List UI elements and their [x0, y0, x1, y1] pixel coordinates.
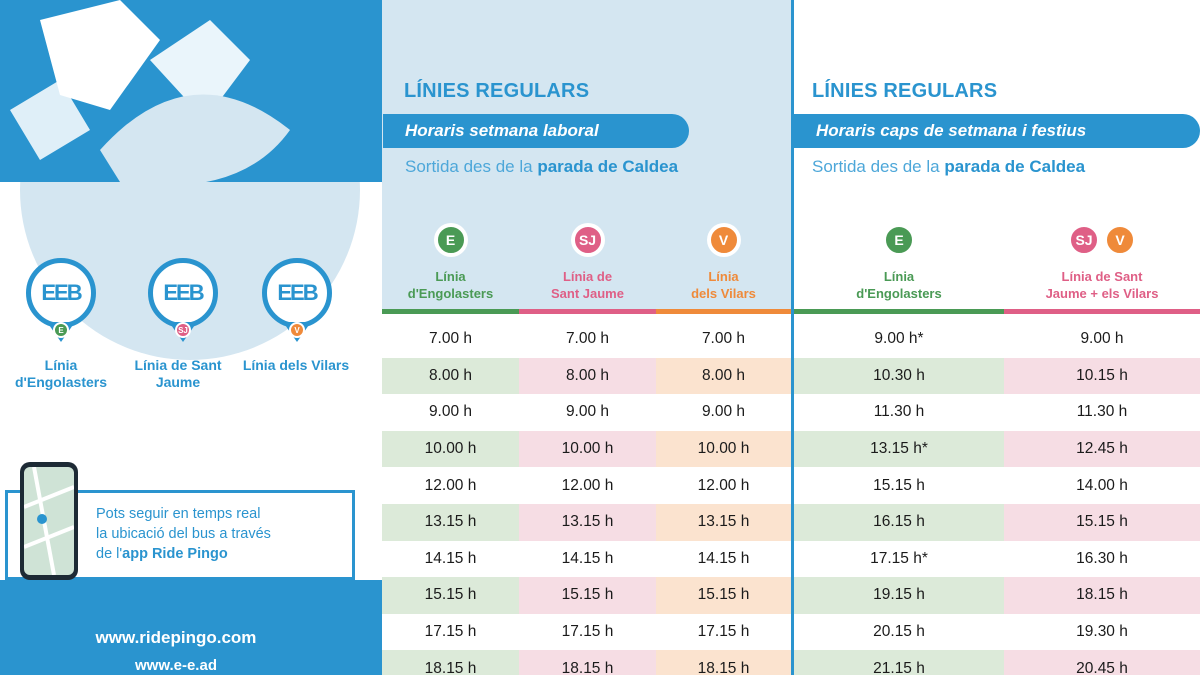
bus-logo-icon: EEB: [26, 258, 96, 328]
column-name: Línia de Sant Jaume: [551, 269, 624, 301]
column-name: Línia dels Vilars: [691, 269, 756, 301]
time-cell: 21.15 h: [794, 650, 1004, 675]
time-cell: 9.00 h: [656, 394, 791, 431]
time-cell: 15.15 h: [656, 577, 791, 614]
time-cell: 18.15 h: [382, 650, 519, 675]
pin-sant-jaume: EEB SJ: [148, 258, 218, 342]
pin-vilars: EEB V: [262, 258, 332, 342]
time-cell: 15.15 h: [794, 467, 1004, 504]
footer-band: [0, 580, 382, 675]
time-cell: 7.00 h: [656, 321, 791, 358]
time-cell: 13.15 h: [656, 504, 791, 541]
time-cell: 7.00 h: [519, 321, 656, 358]
time-cell: 12.00 h: [656, 467, 791, 504]
time-cell: 19.15 h: [794, 577, 1004, 614]
line-badge-sj: SJ: [572, 225, 603, 255]
column-underline: [794, 309, 1004, 314]
time-cell: 17.15 h*: [794, 540, 1004, 578]
line-e-dot: E: [53, 322, 69, 338]
time-cell: 15.15 h: [382, 577, 519, 614]
bus-logo-icon: EEB: [148, 258, 218, 328]
time-cell: 16.15 h: [794, 504, 1004, 541]
line-sj-dot: SJ: [175, 322, 191, 338]
line-label-sant-jaume: Línia de Sant Jaume: [134, 357, 222, 390]
bus-logo-icon: EEB: [262, 258, 332, 328]
weekday-heading: LÍNIES REGULARS: [404, 80, 590, 102]
time-cell: 9.00 h: [382, 394, 519, 431]
time-cell: 20.15 h: [794, 613, 1004, 651]
time-cell: 8.00 h: [519, 357, 656, 395]
line-v-dot: V: [289, 322, 305, 338]
time-cell: 18.15 h: [656, 650, 791, 675]
weekday-departure-note: Sortida des de la parada de Caldea: [405, 157, 679, 176]
time-cell: 10.15 h: [1004, 357, 1200, 395]
time-cell: 13.15 h: [519, 504, 656, 541]
time-cell: 12.00 h: [519, 467, 656, 504]
time-cell: 9.00 h*: [794, 321, 1004, 358]
time-cell: 10.00 h: [656, 430, 791, 468]
time-cell: 9.00 h: [1004, 321, 1200, 358]
time-cell: 10.00 h: [382, 430, 519, 468]
time-cell: 10.00 h: [519, 430, 656, 468]
column-underline: [519, 309, 656, 314]
time-cell: 17.15 h: [382, 613, 519, 651]
time-cell: 11.30 h: [1004, 394, 1200, 431]
time-cell: 13.15 h*: [794, 430, 1004, 468]
time-cell: 15.15 h: [519, 577, 656, 614]
weekday-banner: Horaris setmana laboral: [383, 114, 689, 148]
column-name: Línia d'Engolasters: [856, 269, 942, 301]
time-cell: 10.30 h: [794, 357, 1004, 395]
line-badge-sj: SJ: [1069, 225, 1099, 255]
time-cell: 17.15 h: [656, 613, 791, 651]
weekend-heading: LÍNIES REGULARS: [812, 80, 998, 102]
phone-icon: [20, 462, 78, 580]
column-underline: [656, 309, 791, 314]
time-cell: 14.15 h: [519, 540, 656, 578]
weekend-departure-note: Sortida des de la parada de Caldea: [812, 157, 1086, 176]
line-badge-e: E: [884, 225, 914, 255]
time-cell: 7.00 h: [382, 321, 519, 358]
time-cell: 14.15 h: [656, 540, 791, 578]
line-label-engolasters: Línia d'Engolasters: [14, 357, 108, 390]
weekend-banner: Horaris caps de setmana i festius: [794, 114, 1200, 148]
time-cell: 15.15 h: [1004, 504, 1200, 541]
time-cell: 11.30 h: [794, 394, 1004, 431]
website-link[interactable]: www.ridepingo.com: [95, 628, 257, 647]
pin-engolasters: EEB E: [26, 258, 96, 342]
line-badge-v: V: [1105, 225, 1135, 255]
time-cell: 19.30 h: [1004, 613, 1200, 651]
weekday-header-bg: [382, 0, 791, 312]
column-underline: [382, 309, 519, 314]
time-cell: 13.15 h: [382, 504, 519, 541]
website-link-secondary[interactable]: www.e-e.ad: [135, 657, 217, 674]
column-name: Línia d'Engolasters: [407, 269, 494, 301]
section-divider: [791, 0, 794, 675]
line-badge-e: E: [435, 225, 466, 255]
time-cell: 8.00 h: [656, 357, 791, 395]
time-cell: 14.00 h: [1004, 467, 1200, 504]
time-cell: 8.00 h: [382, 357, 519, 395]
left-panel: EEB E EEB SJ EEB V Línia d'Engolasters L…: [0, 0, 382, 675]
time-cell: 12.45 h: [1004, 430, 1200, 468]
time-cell: 18.15 h: [1004, 577, 1200, 614]
time-cell: 16.30 h: [1004, 540, 1200, 578]
time-cell: 9.00 h: [519, 394, 656, 431]
app-info-text: Pots seguir en temps real la ubicació de…: [96, 506, 271, 562]
app-name: app Ride Pingo: [122, 546, 228, 562]
time-cell: 20.45 h: [1004, 650, 1200, 675]
time-cell: 18.15 h: [519, 650, 656, 675]
time-cell: 14.15 h: [382, 540, 519, 578]
column-underline: [1004, 309, 1200, 314]
line-badge-v: V: [708, 225, 739, 255]
line-label-vilars: Línia dels Vilars: [242, 357, 350, 373]
time-cell: 17.15 h: [519, 613, 656, 651]
column-name: Línia de Sant Jaume + els Vilars: [1045, 269, 1159, 301]
time-cell: 12.00 h: [382, 467, 519, 504]
